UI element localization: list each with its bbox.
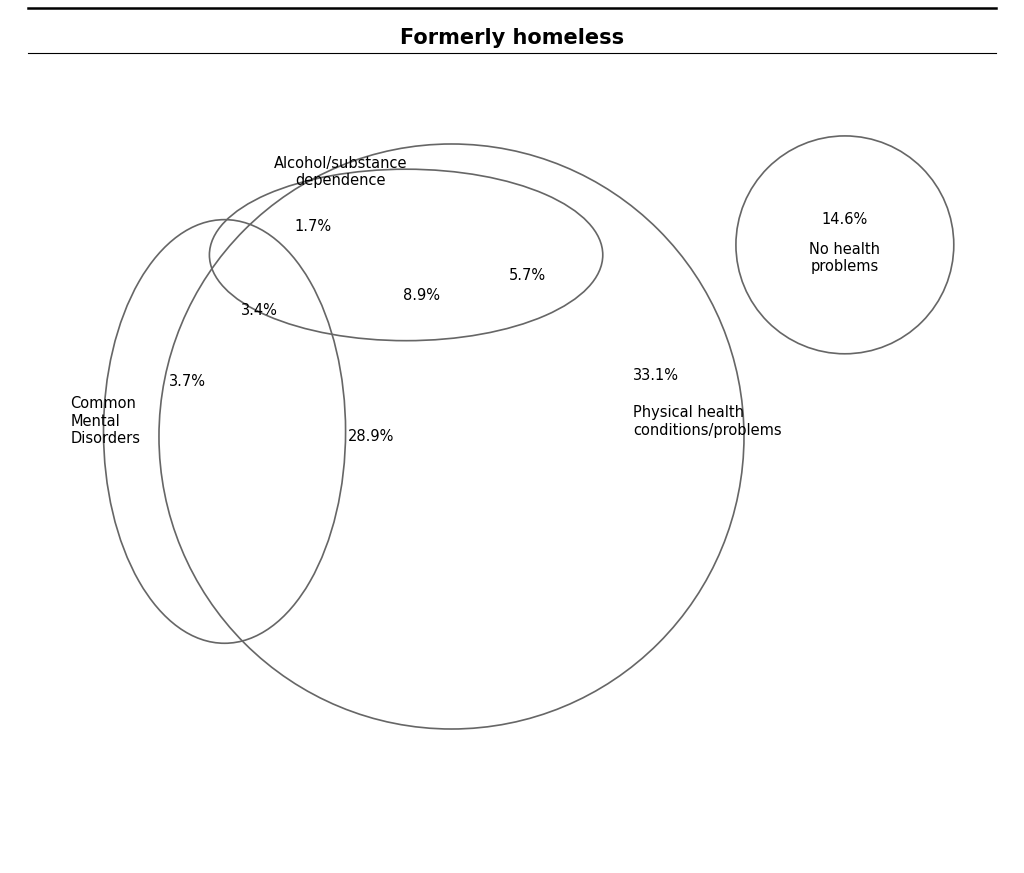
Text: 3.4%: 3.4% [242, 303, 279, 318]
Text: Formerly homeless: Formerly homeless [400, 28, 624, 48]
Text: 28.9%: 28.9% [347, 429, 394, 444]
Text: 5.7%: 5.7% [509, 268, 546, 283]
Text: 3.7%: 3.7% [169, 374, 206, 388]
Text: 14.6%: 14.6% [821, 212, 868, 227]
Text: No health
problems: No health problems [809, 242, 881, 274]
Text: 1.7%: 1.7% [295, 219, 332, 234]
Text: Alcohol/substance
dependence: Alcohol/substance dependence [273, 156, 408, 189]
Text: 8.9%: 8.9% [402, 288, 439, 303]
Text: 33.1%: 33.1% [633, 368, 679, 383]
Text: Common
Mental
Disorders: Common Mental Disorders [71, 396, 140, 446]
Text: Physical health
conditions/problems: Physical health conditions/problems [633, 405, 781, 437]
